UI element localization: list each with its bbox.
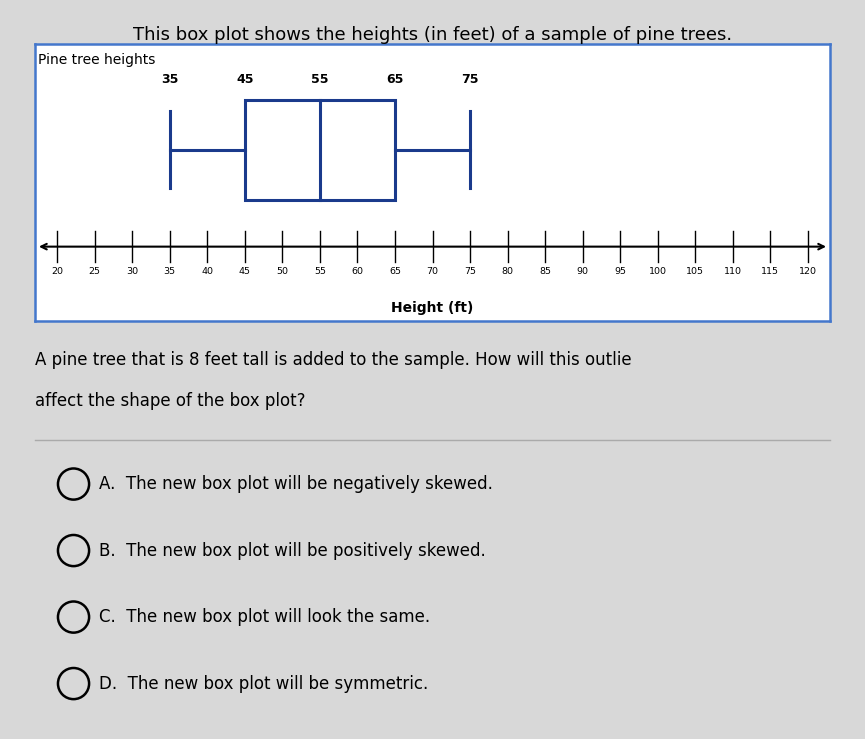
- Text: affect the shape of the box plot?: affect the shape of the box plot?: [35, 392, 305, 409]
- Text: 55: 55: [314, 268, 326, 276]
- Text: A pine tree that is 8 feet tall is added to the sample. How will this outlie: A pine tree that is 8 feet tall is added…: [35, 351, 631, 369]
- Text: 40: 40: [202, 268, 214, 276]
- Text: 75: 75: [464, 268, 476, 276]
- Text: 110: 110: [724, 268, 742, 276]
- Text: 55: 55: [311, 73, 329, 86]
- Text: 100: 100: [649, 268, 667, 276]
- Text: 45: 45: [239, 268, 251, 276]
- Text: 35: 35: [161, 73, 178, 86]
- Text: 70: 70: [426, 268, 439, 276]
- Text: A.  The new box plot will be negatively skewed.: A. The new box plot will be negatively s…: [99, 475, 493, 493]
- Text: 75: 75: [461, 73, 479, 86]
- Text: D.  The new box plot will be symmetric.: D. The new box plot will be symmetric.: [99, 675, 429, 692]
- Text: This box plot shows the heights (in feet) of a sample of pine trees.: This box plot shows the heights (in feet…: [133, 26, 732, 44]
- Text: 60: 60: [351, 268, 363, 276]
- Text: Height (ft): Height (ft): [391, 301, 474, 315]
- Text: 115: 115: [761, 268, 779, 276]
- Text: 95: 95: [614, 268, 626, 276]
- Text: C.  The new box plot will look the same.: C. The new box plot will look the same.: [99, 608, 431, 626]
- Text: 45: 45: [236, 73, 253, 86]
- Text: 120: 120: [799, 268, 817, 276]
- Text: 90: 90: [577, 268, 589, 276]
- Text: Pine tree heights: Pine tree heights: [38, 52, 156, 67]
- Text: 85: 85: [539, 268, 551, 276]
- Text: 105: 105: [686, 268, 704, 276]
- Text: 65: 65: [387, 73, 404, 86]
- Text: 20: 20: [51, 268, 63, 276]
- Text: 25: 25: [88, 268, 100, 276]
- Text: 35: 35: [163, 268, 176, 276]
- Text: 65: 65: [389, 268, 401, 276]
- Text: 80: 80: [502, 268, 514, 276]
- Text: 30: 30: [126, 268, 138, 276]
- Text: B.  The new box plot will be positively skewed.: B. The new box plot will be positively s…: [99, 542, 486, 559]
- Text: 50: 50: [276, 268, 288, 276]
- Bar: [245, 100, 395, 200]
